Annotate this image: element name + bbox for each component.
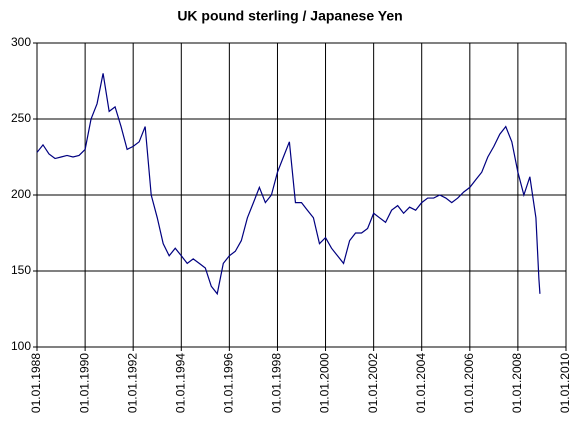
x-tick-label: 01.01.2008 bbox=[510, 353, 524, 413]
y-tick-label: 250 bbox=[11, 111, 31, 125]
x-tick-label: 01.01.1990 bbox=[77, 353, 91, 413]
y-tick-label: 200 bbox=[11, 187, 31, 201]
x-tick-label: 01.01.2002 bbox=[366, 353, 380, 413]
y-tick-label: 100 bbox=[11, 339, 31, 353]
x-tick-label: 01.01.2010 bbox=[558, 353, 572, 413]
y-tick-label: 300 bbox=[11, 35, 31, 49]
x-tick-label: 01.01.1992 bbox=[125, 353, 139, 413]
x-tick-label: 01.01.1998 bbox=[270, 353, 284, 413]
x-tick-label: 01.01.2004 bbox=[414, 353, 428, 413]
chart-title: UK pound sterling / Japanese Yen bbox=[177, 8, 402, 24]
x-tick-label: 01.01.1988 bbox=[29, 353, 43, 413]
series-line bbox=[36, 73, 541, 296]
y-tick-label: 150 bbox=[11, 263, 31, 277]
x-tick-label: 01.01.1996 bbox=[222, 353, 236, 413]
x-tick-label: 01.01.1994 bbox=[173, 353, 187, 413]
x-tick-label: 01.01.2006 bbox=[462, 353, 476, 413]
x-tick-label: 01.01.2000 bbox=[318, 353, 332, 413]
